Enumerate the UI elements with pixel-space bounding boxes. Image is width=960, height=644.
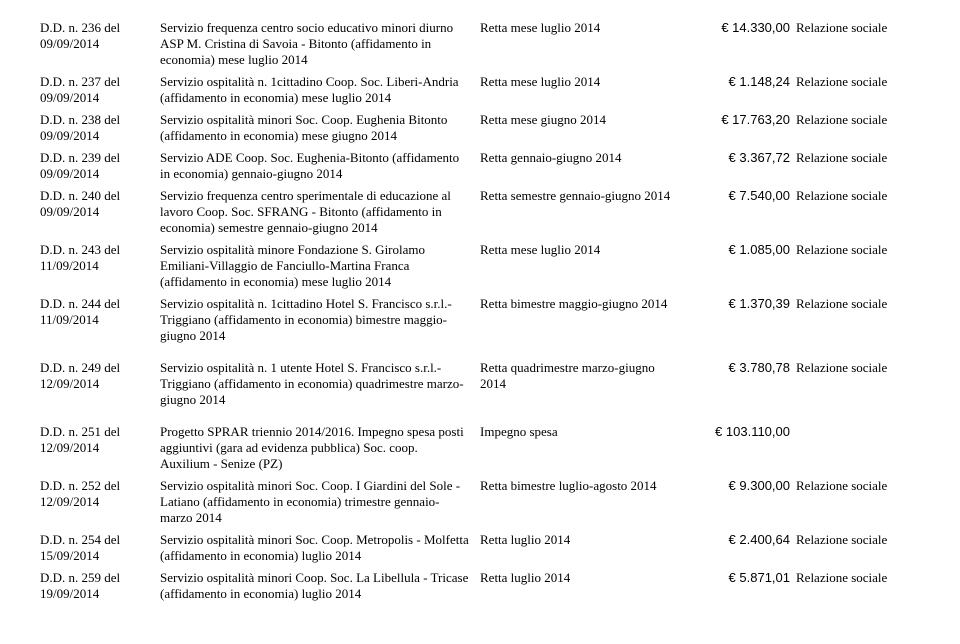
- table-row: D.D. n. 251 del 12/09/2014Progetto SPRAR…: [40, 424, 920, 472]
- relation-cell: Relazione sociale: [796, 532, 920, 548]
- amount-cell: € 5.871,01: [680, 570, 796, 585]
- table-row: D.D. n. 240 del 09/09/2014Servizio frequ…: [40, 188, 920, 236]
- amount-cell: € 14.330,00: [680, 20, 796, 35]
- relation-cell: Relazione sociale: [796, 570, 920, 586]
- table-row: D.D. n. 243 del 11/09/2014Servizio ospit…: [40, 242, 920, 290]
- reference-cell: D.D. n. 244 del 11/09/2014: [40, 296, 160, 328]
- table-row: D.D. n. 249 del 12/09/2014Servizio ospit…: [40, 360, 920, 408]
- table-row: D.D. n. 238 del 09/09/2014Servizio ospit…: [40, 112, 920, 144]
- note-cell: Retta mese luglio 2014: [480, 74, 680, 90]
- reference-cell: D.D. n. 238 del 09/09/2014: [40, 112, 160, 144]
- description-cell: Servizio ospitalità minore Fondazione S.…: [160, 242, 480, 290]
- table-row: D.D. n. 236 del 09/09/2014Servizio frequ…: [40, 20, 920, 68]
- amount-cell: € 17.763,20: [680, 112, 796, 127]
- note-cell: Retta mese luglio 2014: [480, 242, 680, 258]
- amount-cell: € 1.148,24: [680, 74, 796, 89]
- note-cell: Retta luglio 2014: [480, 570, 680, 586]
- table-row: D.D. n. 244 del 11/09/2014Servizio ospit…: [40, 296, 920, 344]
- reference-cell: D.D. n. 252 del 12/09/2014: [40, 478, 160, 510]
- reference-cell: D.D. n. 251 del 12/09/2014: [40, 424, 160, 456]
- relation-cell: Relazione sociale: [796, 20, 920, 36]
- relation-cell: Relazione sociale: [796, 296, 920, 312]
- description-cell: Servizio ospitalità n. 1 utente Hotel S.…: [160, 360, 480, 408]
- table-row: D.D. n. 237 del 09/09/2014Servizio ospit…: [40, 74, 920, 106]
- description-cell: Servizio ospitalità n. 1cittadino Hotel …: [160, 296, 480, 344]
- description-cell: Servizio ospitalità minori Soc. Coop. Me…: [160, 532, 480, 564]
- note-cell: Retta luglio 2014: [480, 532, 680, 548]
- description-cell: Servizio ospitalità minori Soc. Coop. Eu…: [160, 112, 480, 144]
- description-cell: Progetto SPRAR triennio 2014/2016. Impeg…: [160, 424, 480, 472]
- relation-cell: Relazione sociale: [796, 112, 920, 128]
- amount-cell: € 1.085,00: [680, 242, 796, 257]
- reference-cell: D.D. n. 239 del 09/09/2014: [40, 150, 160, 182]
- table-row: D.D. n. 252 del 12/09/2014Servizio ospit…: [40, 478, 920, 526]
- relation-cell: Relazione sociale: [796, 188, 920, 204]
- relation-cell: Relazione sociale: [796, 74, 920, 90]
- reference-cell: D.D. n. 237 del 09/09/2014: [40, 74, 160, 106]
- note-cell: Retta bimestre maggio-giugno 2014: [480, 296, 680, 312]
- description-cell: Servizio ospitalità n. 1cittadino Coop. …: [160, 74, 480, 106]
- relation-cell: Relazione sociale: [796, 478, 920, 494]
- description-cell: Servizio ospitalità minori Coop. Soc. La…: [160, 570, 480, 602]
- relation-cell: Relazione sociale: [796, 150, 920, 166]
- reference-cell: D.D. n. 254 del 15/09/2014: [40, 532, 160, 564]
- reference-cell: D.D. n. 236 del 09/09/2014: [40, 20, 160, 52]
- note-cell: Retta gennaio-giugno 2014: [480, 150, 680, 166]
- amount-cell: € 2.400,64: [680, 532, 796, 547]
- table-row: D.D. n. 259 del 19/09/2014Servizio ospit…: [40, 570, 920, 602]
- reference-cell: D.D. n. 243 del 11/09/2014: [40, 242, 160, 274]
- amount-cell: € 103.110,00: [680, 424, 796, 439]
- description-cell: Servizio ADE Coop. Soc. Eughenia-Bitonto…: [160, 150, 480, 182]
- amount-cell: € 3.367,72: [680, 150, 796, 165]
- note-cell: Retta quadrimestre marzo-giugno 2014: [480, 360, 680, 392]
- reference-cell: D.D. n. 259 del 19/09/2014: [40, 570, 160, 602]
- description-cell: Servizio ospitalità minori Soc. Coop. I …: [160, 478, 480, 526]
- reference-cell: D.D. n. 249 del 12/09/2014: [40, 360, 160, 392]
- note-cell: Retta mese giugno 2014: [480, 112, 680, 128]
- reference-cell: D.D. n. 240 del 09/09/2014: [40, 188, 160, 220]
- description-cell: Servizio frequenza centro socio educativ…: [160, 20, 480, 68]
- amount-cell: € 1.370,39: [680, 296, 796, 311]
- table-row: D.D. n. 254 del 15/09/2014Servizio ospit…: [40, 532, 920, 564]
- relation-cell: Relazione sociale: [796, 242, 920, 258]
- note-cell: Retta bimestre luglio-agosto 2014: [480, 478, 680, 494]
- note-cell: Impegno spesa: [480, 424, 680, 440]
- amount-cell: € 7.540,00: [680, 188, 796, 203]
- relation-cell: Relazione sociale: [796, 360, 920, 376]
- amount-cell: € 9.300,00: [680, 478, 796, 493]
- note-cell: Retta semestre gennaio-giugno 2014: [480, 188, 680, 204]
- description-cell: Servizio frequenza centro sperimentale d…: [160, 188, 480, 236]
- amount-cell: € 3.780,78: [680, 360, 796, 375]
- table-row: D.D. n. 239 del 09/09/2014Servizio ADE C…: [40, 150, 920, 182]
- note-cell: Retta mese luglio 2014: [480, 20, 680, 36]
